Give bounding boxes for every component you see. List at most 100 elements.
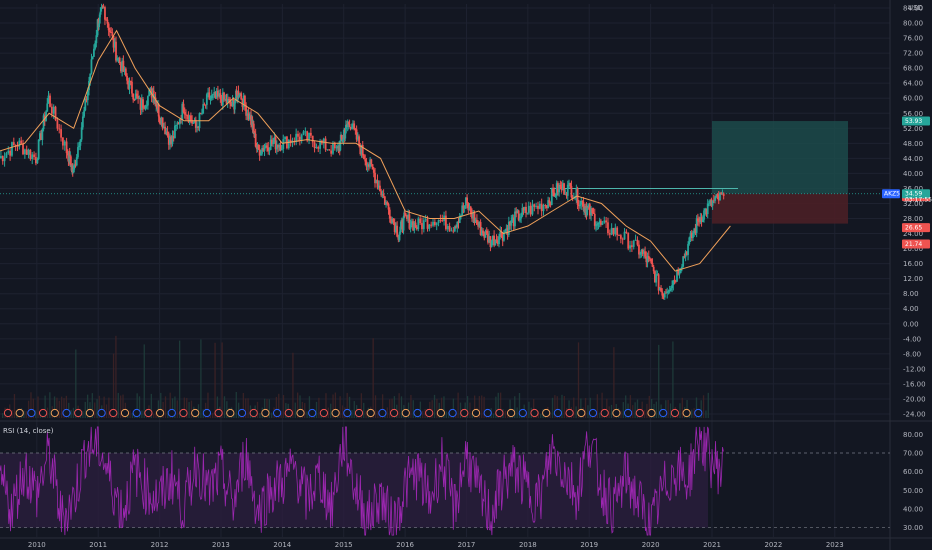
candle-body xyxy=(221,92,224,106)
candle-body xyxy=(414,222,417,228)
candle-body xyxy=(549,202,552,205)
candle-body xyxy=(111,32,114,37)
volume-bar xyxy=(400,396,403,418)
candle-body xyxy=(388,209,391,219)
volume-bar xyxy=(176,400,178,418)
candle-body xyxy=(498,236,500,245)
currency-label: USD xyxy=(908,4,923,12)
candle-body xyxy=(313,142,316,149)
candle-body xyxy=(152,90,155,100)
candle-body xyxy=(704,208,707,211)
volume-bar xyxy=(223,396,226,418)
volume-bar xyxy=(268,399,270,418)
candle-body xyxy=(36,159,39,164)
candle-body xyxy=(711,200,714,206)
candle-body xyxy=(277,144,279,148)
volume-bar xyxy=(499,392,502,418)
candle-body xyxy=(155,104,158,109)
candle-body xyxy=(582,201,585,210)
candle-body xyxy=(650,258,653,263)
candle-body xyxy=(516,210,519,214)
candle-body xyxy=(671,285,674,289)
volume-bar xyxy=(573,397,575,418)
candle-body xyxy=(192,123,195,124)
candle-body xyxy=(181,103,184,120)
candle-body xyxy=(122,60,125,72)
candle-body xyxy=(165,131,168,135)
candle-body xyxy=(65,141,68,154)
candle-body xyxy=(365,161,368,167)
volume-bar xyxy=(514,396,516,418)
candle-body xyxy=(118,57,121,64)
candle-body xyxy=(333,143,336,149)
rsi-tick-label: 30.00 xyxy=(903,524,923,532)
volume-bar xyxy=(483,396,485,418)
volume-bar xyxy=(528,401,530,418)
candle-body xyxy=(235,90,237,101)
candle-body xyxy=(677,269,680,275)
volume-bar xyxy=(27,400,30,418)
candle-body xyxy=(143,107,146,109)
volume-bar xyxy=(221,342,223,418)
candle-body xyxy=(162,126,165,129)
candle-body xyxy=(348,122,350,125)
candle-body xyxy=(161,117,164,129)
candle-body xyxy=(366,164,369,167)
candle-body xyxy=(267,147,270,152)
candle-body xyxy=(699,217,702,223)
candle-body xyxy=(86,90,89,101)
candle-body xyxy=(372,169,375,173)
price-tick-label: 44.00 xyxy=(903,155,923,163)
candle-body xyxy=(263,147,266,151)
candle-body xyxy=(75,157,78,166)
candle-body xyxy=(315,146,318,149)
event-marker xyxy=(308,408,317,418)
candle-body xyxy=(652,266,655,272)
volume-bar xyxy=(377,410,379,418)
candle-body xyxy=(346,124,349,127)
volume-bar xyxy=(474,395,476,418)
candle-body xyxy=(133,99,136,101)
candle-body xyxy=(213,91,216,94)
candle-body xyxy=(525,206,527,214)
candle-body xyxy=(5,153,8,158)
volume-bar xyxy=(412,400,414,418)
volume-bar xyxy=(702,395,705,418)
volume-bar xyxy=(304,403,306,418)
volume-bar xyxy=(540,413,542,418)
volume-bar xyxy=(374,395,377,418)
volume-bar xyxy=(556,396,558,418)
event-marker xyxy=(542,408,551,418)
candle-body xyxy=(558,185,561,193)
candle-body xyxy=(588,204,590,208)
candle-body xyxy=(166,131,169,136)
volume-bar xyxy=(157,400,160,418)
candle-body xyxy=(344,132,347,139)
candle-body xyxy=(131,81,133,94)
candle-body xyxy=(705,208,708,215)
candle-body xyxy=(709,199,712,204)
candle-body xyxy=(398,234,401,240)
volume-bar xyxy=(120,395,122,418)
event-marker xyxy=(97,408,106,418)
candle-body xyxy=(330,150,333,154)
candle-body xyxy=(311,135,314,143)
volume-bar xyxy=(91,393,93,418)
candle-body xyxy=(533,204,536,207)
candle-body xyxy=(317,146,320,149)
candle-body xyxy=(521,207,524,217)
candle-body xyxy=(360,145,363,155)
candle-body xyxy=(169,136,171,145)
candle-body xyxy=(45,111,47,121)
volume-bar xyxy=(82,411,84,418)
volume-bar xyxy=(325,393,327,418)
volume-bar xyxy=(53,396,56,418)
candle-body xyxy=(688,237,691,245)
candle-body xyxy=(687,244,689,255)
volume-bar xyxy=(365,410,367,418)
candle-body xyxy=(682,256,685,267)
candle-body xyxy=(375,179,378,184)
candle-body xyxy=(514,211,516,227)
candle-body xyxy=(110,32,112,33)
